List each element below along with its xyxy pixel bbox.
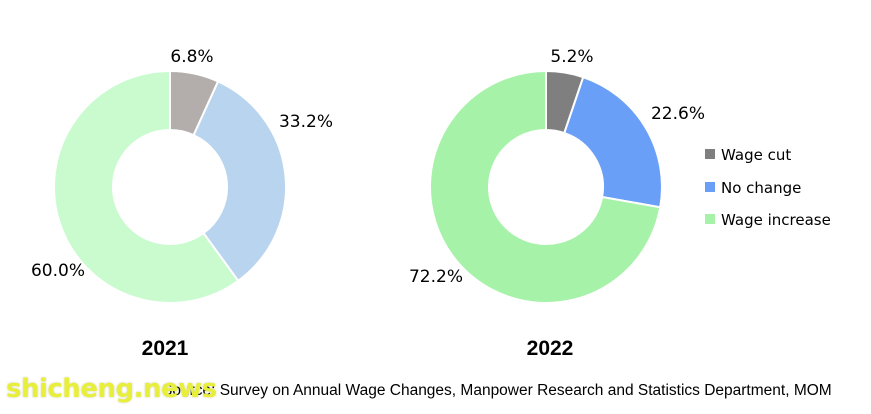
legend-label-no-change: No change <box>721 179 801 197</box>
legend-swatch-no-change <box>705 182 715 192</box>
data-label-2022-wage-increase: 72.2% <box>409 267 463 287</box>
slice-2022-no-change <box>563 75 663 209</box>
slice-2021-wage-increase <box>53 69 240 304</box>
legend-swatch-wage-cut <box>705 149 715 159</box>
data-label-2021-no-change: 33.2% <box>279 112 333 132</box>
source-note: Source: Survey on Annual Wage Changes, M… <box>162 382 832 399</box>
donut-chart-2021: 6.8% 33.2% 60.0% <box>31 47 333 304</box>
legend-swatch-wage-increase <box>705 214 715 224</box>
legend-label-wage-cut: Wage cut <box>721 146 791 164</box>
data-label-2022-no-change: 22.6% <box>651 104 705 124</box>
slice-2021-no-change <box>192 80 287 283</box>
chart-title-2022: 2022 <box>527 337 574 360</box>
legend-label-wage-increase: Wage increase <box>721 211 831 229</box>
data-label-2021-wage-cut: 6.8% <box>170 47 213 67</box>
donut-chart-2022: 5.2% 22.6% 72.2% <box>409 47 705 304</box>
chart-title-2021: 2021 <box>142 337 189 360</box>
legend: Wage cut No change Wage increase <box>705 146 831 229</box>
watermark: shicheng.news <box>6 374 217 404</box>
slice-2022-wage-increase <box>429 69 662 304</box>
data-label-2022-wage-cut: 5.2% <box>550 47 593 67</box>
data-label-2021-wage-increase: 60.0% <box>31 261 85 281</box>
